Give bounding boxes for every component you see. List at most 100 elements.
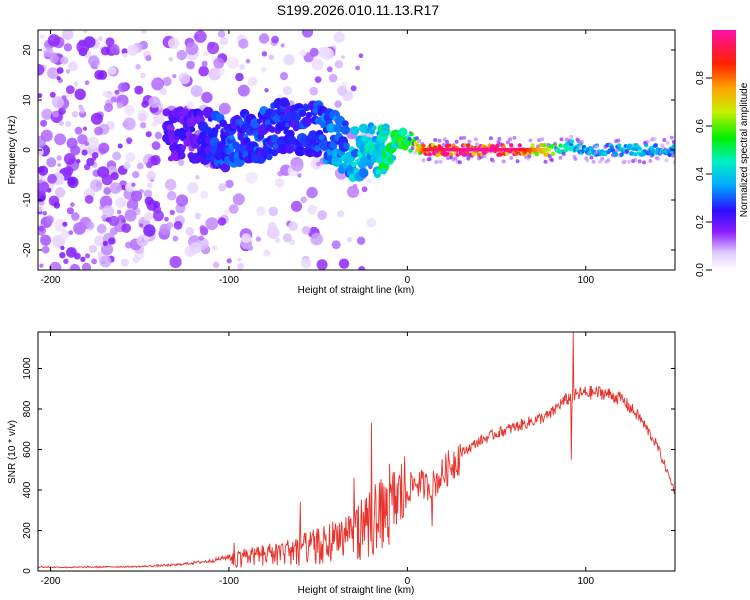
signal-cell xyxy=(350,126,360,136)
noise-cell xyxy=(245,58,251,64)
halo-cell xyxy=(558,155,563,160)
figure-title: S199.2026.010.11.13.R17 xyxy=(277,2,440,18)
signal-cell xyxy=(539,142,544,148)
noise-cell xyxy=(132,256,140,264)
ridge-core-cell xyxy=(480,148,483,152)
noise-cell xyxy=(173,220,183,230)
ridge-core-cell xyxy=(526,148,529,152)
noise-cell xyxy=(367,178,373,184)
halo-cell xyxy=(664,158,669,163)
snr-x-ticks: -200 -100 0 100 xyxy=(40,332,595,587)
noise-cell xyxy=(117,143,123,149)
signal-cell xyxy=(375,169,382,175)
noise-cell xyxy=(219,36,229,46)
noise-cell xyxy=(185,42,199,56)
ridge-core-cell xyxy=(429,148,432,152)
ridge-core-cell xyxy=(484,148,487,152)
colorbar-ticks: 0.0 0.2 0.4 0.6 0.8 xyxy=(695,71,712,277)
ridge-core-cell xyxy=(516,148,519,152)
noise-cell xyxy=(70,202,75,208)
signal-cell xyxy=(495,143,500,149)
noise-cell xyxy=(198,235,204,241)
signal-cell xyxy=(667,152,672,157)
noise-cell xyxy=(47,67,59,79)
noise-cell xyxy=(310,232,324,246)
noise-cell xyxy=(110,96,117,103)
ridge-core-cell xyxy=(506,148,509,152)
noise-cell xyxy=(217,30,226,38)
noise-cell xyxy=(66,207,74,215)
noise-cell xyxy=(194,30,207,43)
noise-cell xyxy=(166,222,174,229)
halo-cell xyxy=(445,139,449,144)
ridge-core-cell xyxy=(539,148,542,152)
noise-cell xyxy=(152,210,164,222)
noise-cell xyxy=(60,56,69,65)
signal-cell xyxy=(637,146,642,151)
y-tick-label: 800 xyxy=(22,400,33,417)
noise-cell xyxy=(76,159,81,164)
halo-cell xyxy=(652,136,657,141)
halo-cell xyxy=(553,141,558,146)
halo-cell xyxy=(670,153,675,158)
halo-cell xyxy=(474,142,479,147)
noise-cell xyxy=(40,129,53,142)
halo-cell xyxy=(624,150,629,155)
signal-cell xyxy=(587,151,592,156)
signal-cell xyxy=(607,148,612,153)
signal-cell xyxy=(314,145,321,152)
y-tick-label: 600 xyxy=(22,441,33,458)
halo-cell xyxy=(415,136,419,141)
halo-cell xyxy=(462,135,467,140)
noise-cell xyxy=(290,200,303,212)
y-tick-label: 10 xyxy=(22,94,33,106)
noise-cell xyxy=(306,186,318,199)
ridge-core-cell xyxy=(453,148,456,152)
snr-frame xyxy=(37,331,676,572)
ridge-core-cell xyxy=(423,148,426,152)
noise-cell xyxy=(117,82,128,93)
noise-cell xyxy=(185,227,195,236)
halo-cell xyxy=(482,154,487,159)
noise-cell xyxy=(282,233,292,243)
halo-cell xyxy=(662,138,667,142)
signal-cell xyxy=(499,151,504,156)
noise-cell xyxy=(71,212,80,221)
signal-cell xyxy=(509,143,514,148)
ridge-core-cell xyxy=(510,148,513,152)
noise-cell xyxy=(301,30,314,38)
signal-cell xyxy=(631,146,636,151)
noise-cell xyxy=(94,70,104,80)
noise-cell xyxy=(66,247,77,258)
noise-cell xyxy=(151,78,164,91)
signal-cell xyxy=(181,144,187,150)
noise-cell xyxy=(91,258,98,265)
ridge-core-cell xyxy=(496,148,499,152)
noise-cell xyxy=(54,187,66,198)
noise-cell xyxy=(189,242,202,254)
noise-cell xyxy=(49,54,59,64)
noise-cell xyxy=(83,30,88,33)
halo-cell xyxy=(508,137,513,142)
halo-cell xyxy=(457,160,462,165)
noise-cell xyxy=(337,210,345,218)
noise-cell xyxy=(186,60,195,70)
halo-cell xyxy=(441,142,446,147)
halo-cell xyxy=(501,159,506,164)
noise-cell xyxy=(261,51,268,57)
noise-cell xyxy=(126,199,139,211)
colorbar-tick-label: 0.0 xyxy=(695,263,706,277)
signal-cell xyxy=(265,153,273,161)
noise-cell xyxy=(112,151,122,161)
noise-cell xyxy=(226,56,240,70)
spectrogram-x-ticks: -200 -100 0 100 xyxy=(40,30,595,286)
noise-cell xyxy=(121,223,131,233)
noise-cell xyxy=(328,73,338,83)
ridge-core-cell xyxy=(504,148,507,152)
signal-cell xyxy=(301,116,312,127)
x-tick-label: -200 xyxy=(40,576,60,587)
y-tick-label: 0 xyxy=(22,147,33,153)
halo-cell xyxy=(453,156,458,161)
signal-cell xyxy=(371,125,377,131)
